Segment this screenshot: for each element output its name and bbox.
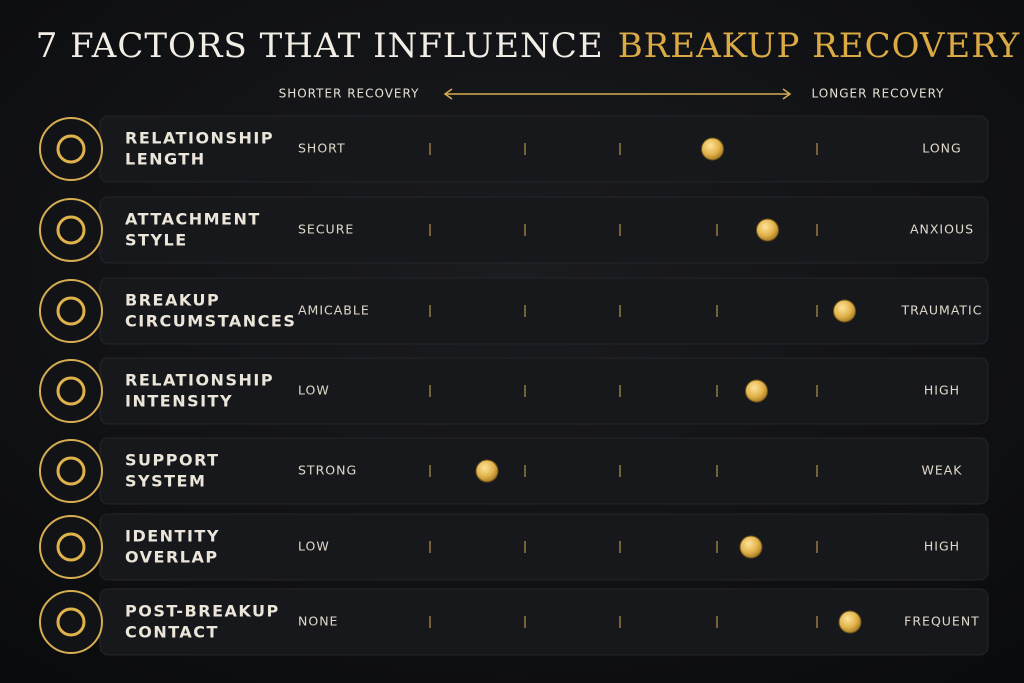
slider-knob <box>701 137 724 161</box>
icon-glyph <box>56 376 86 406</box>
high-label: HIGH <box>924 539 960 554</box>
factor-label: IDENTITY <box>125 527 220 546</box>
high-label: ANXIOUS <box>910 222 974 237</box>
icon-glyph <box>56 607 86 637</box>
slider-knob <box>838 610 862 634</box>
slider-knob <box>745 379 768 403</box>
factor-row: SUPPORT SYSTEM STRONG WEAK <box>39 437 989 505</box>
slider-knob <box>833 299 856 323</box>
title: 7 FACTORS THAT INFLUENCE BREAKUP RECOVERY <box>36 26 1021 66</box>
icon-ring <box>39 439 103 503</box>
factor-label: BREAKUP <box>125 291 220 310</box>
low-label: SHORT <box>298 141 346 156</box>
scale-right: LONGER RECOVERY <box>812 87 945 101</box>
low-label: AMICABLE <box>298 303 370 318</box>
title-main: 7 FACTORS THAT INFLUENCE <box>36 26 604 66</box>
icon-glyph <box>56 296 86 326</box>
factor-label: OVERLAP <box>125 548 219 567</box>
icon-ring <box>39 279 103 343</box>
factor-label: CONTACT <box>125 623 219 642</box>
factor-label: RELATIONSHIP <box>125 371 274 390</box>
icon-glyph <box>56 532 86 562</box>
high-label: TRAUMATIC <box>901 303 983 318</box>
factor-row: IDENTITY OVERLAP LOW HIGH <box>39 513 989 581</box>
factor-label: RELATIONSHIP <box>125 129 274 148</box>
factor-row: RELATIONSHIP LENGTH SHORT LONG <box>39 115 989 183</box>
low-label: LOW <box>298 383 330 398</box>
icon-glyph <box>56 215 86 245</box>
high-label: LONG <box>922 141 961 156</box>
high-label: HIGH <box>924 383 960 398</box>
high-label: FREQUENT <box>904 614 980 629</box>
high-label: WEAK <box>921 463 962 478</box>
scale-left: SHORTER RECOVERY <box>279 87 420 101</box>
factor-row: RELATIONSHIP INTENSITY LOW HIGH <box>39 357 989 425</box>
rows: RELATIONSHIP LENGTH SHORT LONG ATTACHMENT STY… <box>39 115 989 656</box>
low-label: SECURE <box>298 222 354 237</box>
low-label: NONE <box>298 614 338 629</box>
factor-label: SYSTEM <box>125 472 206 491</box>
slider-knob <box>739 535 763 559</box>
factor-row: POST-BREAKUP CONTACT NONE FREQUENT <box>39 588 989 656</box>
factor-label: INTENSITY <box>125 392 233 411</box>
icon-ring <box>39 117 103 181</box>
factor-label: CIRCUMSTANCES <box>125 312 296 331</box>
factor-row: ATTACHMENT STYLE SECURE ANXIOUS <box>39 196 989 264</box>
icon-ring <box>39 590 103 654</box>
factor-label: ATTACHMENT <box>125 210 261 229</box>
icon-ring <box>39 515 103 579</box>
low-label: LOW <box>298 539 330 554</box>
scale-arrow <box>443 88 792 100</box>
factor-label: POST-BREAKUP <box>125 602 280 621</box>
factor-label: STYLE <box>125 231 188 250</box>
slider-knob <box>756 218 779 242</box>
slider-knob <box>475 459 499 483</box>
icon-ring <box>39 198 103 262</box>
title-highlight: BREAKUP RECOVERY <box>618 26 1021 66</box>
factor-label: LENGTH <box>125 150 206 169</box>
factor-label: SUPPORT <box>125 451 220 470</box>
low-label: STRONG <box>298 463 357 478</box>
icon-glyph <box>56 456 86 486</box>
icon-glyph <box>56 134 86 164</box>
icon-ring <box>39 359 103 423</box>
